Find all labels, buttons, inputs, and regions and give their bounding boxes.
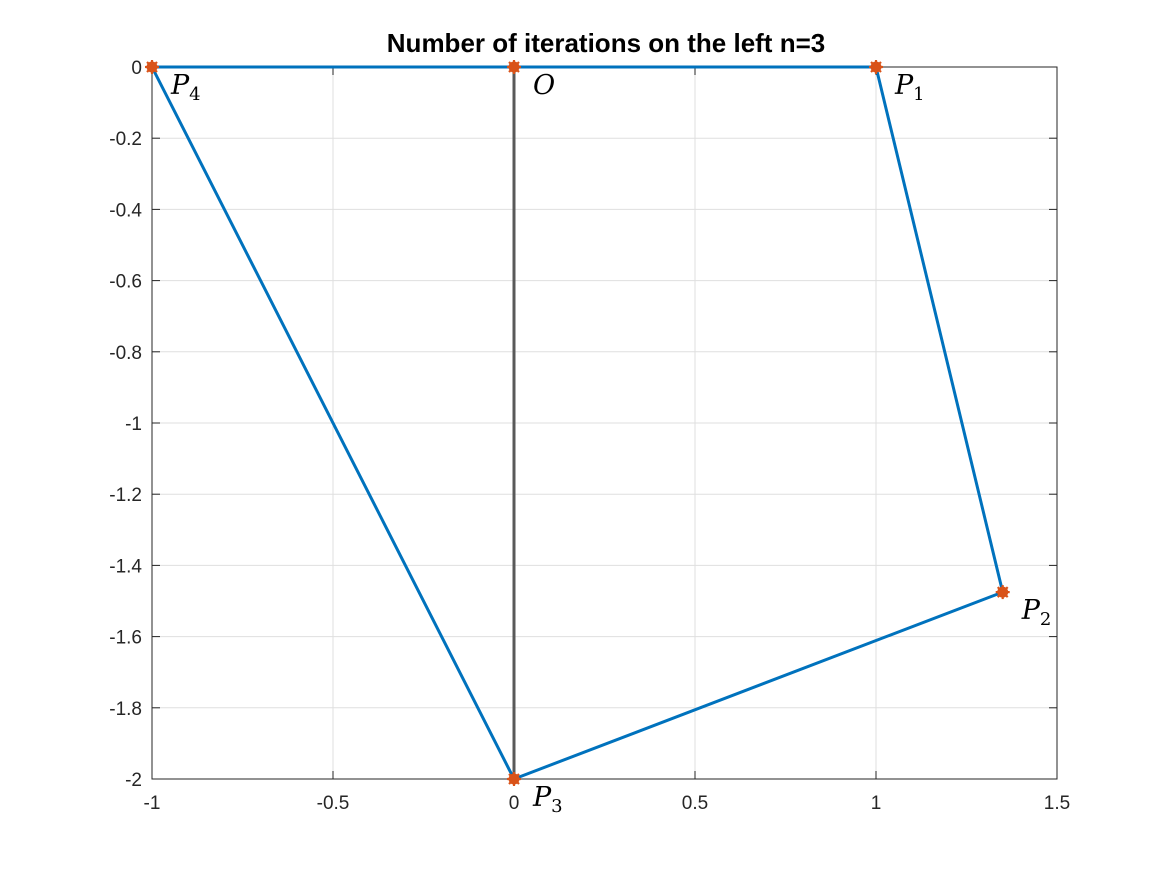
y-tick-label: -1.6 [109, 628, 142, 649]
y-tick-label: -1.8 [109, 699, 142, 720]
point-label: P1 [894, 70, 925, 105]
data-markers [145, 60, 1010, 786]
marker-stroke [508, 773, 520, 785]
point-label: P4 [170, 70, 201, 105]
marker-stroke [870, 61, 882, 73]
point-label: O [533, 70, 555, 101]
y-tick-label: -1 [125, 414, 142, 435]
y-tick-label: -2 [125, 770, 142, 791]
x-tick-label: -0.5 [317, 793, 350, 814]
x-tick-label: 0.5 [682, 793, 708, 814]
data-marker [507, 60, 521, 74]
marker-stroke [146, 61, 158, 73]
y-tick-label: -0.6 [109, 272, 142, 293]
marker-stroke [508, 61, 520, 73]
chart-title: Number of iterations on the left n=3 [387, 28, 825, 58]
y-tick-label: -0.2 [109, 129, 142, 150]
series-lines [150, 65, 1005, 781]
x-tick-label: -1 [144, 793, 161, 814]
data-marker [869, 60, 883, 74]
y-tick-label: 0 [131, 58, 142, 79]
y-tick-label: -1.4 [109, 556, 142, 577]
data-marker [145, 60, 159, 74]
series-line [150, 65, 1005, 781]
y-tick-label: -1.2 [109, 485, 142, 506]
data-marker [507, 772, 521, 786]
marker-stroke [996, 586, 1009, 598]
point-labels: P4 O P1 P2 P3 [170, 70, 1051, 817]
x-tick-label: 0 [509, 793, 520, 814]
point-label: P2 [1021, 595, 1052, 630]
x-tick-label: 1 [871, 793, 882, 814]
y-tick-label: -0.8 [109, 343, 142, 364]
data-marker [995, 585, 1010, 600]
point-label: P3 [532, 782, 563, 817]
y-tick-label: -0.4 [109, 200, 142, 221]
x-tick-label: 1.5 [1044, 793, 1070, 814]
axes: -1 -0.5 0 0.5 1 1.5 0 -0.2 -0.4 -0.6 -0.8 -1 -1.2 -1.… [109, 58, 1070, 814]
grid-lines [151, 66, 1058, 780]
